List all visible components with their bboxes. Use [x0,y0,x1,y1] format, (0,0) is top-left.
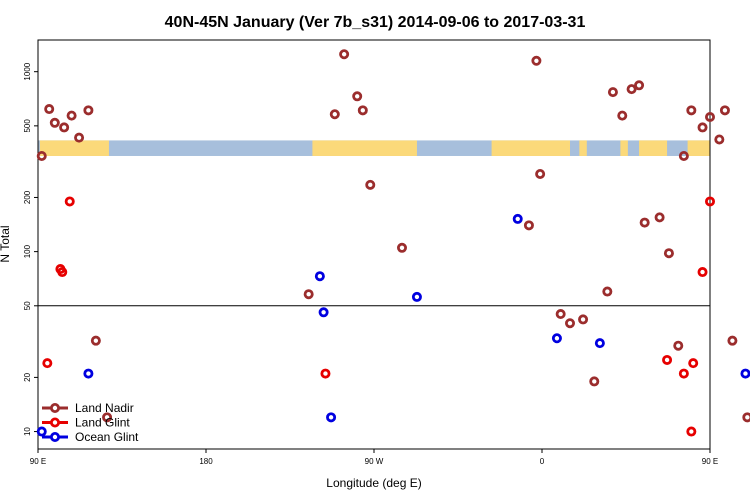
x-tick-label: 90 E [30,457,46,466]
point-land-nadir [617,110,628,121]
y-tick-label: 50 [23,301,32,310]
y-tick-label: 20 [23,372,32,381]
x-axis-ticks: 90 E 180 90 W 0 90 E [30,449,718,466]
point-ocean-glint [551,333,562,344]
point-ocean-glint [36,426,47,437]
point-land-nadir [678,150,689,161]
map-strip-land [620,140,628,156]
point-land-nadir [535,169,546,180]
legend-marker-land-glint [50,417,61,428]
point-land-nadir [607,87,618,98]
y-tick-label: 10 [23,427,32,436]
point-land-nadir [673,340,684,351]
point-land-nadir [565,318,576,329]
point-land-nadir [714,134,725,145]
point-land-glint [705,196,716,207]
point-land-glint [662,354,673,365]
point-land-nadir [396,242,407,253]
point-ocean-glint [740,368,750,379]
point-land-nadir [531,55,542,66]
map-strip-land [491,140,570,156]
y-axis-label: N Total [0,225,12,262]
y-tick-label: 100 [23,244,32,258]
x-tick-label: 180 [199,457,213,466]
legend-label-land-nadir: Land Nadir [75,401,134,415]
point-ocean-glint [314,271,325,282]
x-tick-label: 0 [540,457,545,466]
point-land-nadir [83,105,94,116]
point-land-nadir [59,122,70,133]
y-axis-ticks: 10 20 50 100 200 500 1000 [23,62,38,436]
x-tick-label: 90 E [702,457,718,466]
point-land-nadir [589,376,600,387]
map-strip [38,140,710,156]
plot-frame [37,39,711,450]
map-strip-land [579,140,587,156]
point-land-glint [320,368,331,379]
legend-marker-ocean-glint [50,431,61,442]
point-land-glint [678,368,689,379]
point-land-glint [64,196,75,207]
point-land-nadir [365,179,376,190]
point-ocean-glint [326,412,337,423]
point-land-nadir [697,122,708,133]
point-ocean-glint [512,213,523,224]
point-land-nadir [44,104,55,115]
point-land-glint [688,358,699,369]
map-strip-land [639,140,668,156]
y-tick-label: 200 [23,190,32,204]
point-land-nadir [555,309,566,320]
point-land-nadir [639,217,650,228]
point-land-nadir [634,80,645,91]
point-land-nadir [719,105,730,116]
point-land-nadir [303,289,314,300]
point-land-nadir [74,132,85,143]
point-land-nadir [705,111,716,122]
chart-title: 40N-45N January (Ver 7b_s31) 2014-09-06 … [165,14,586,31]
map-strip-land [39,140,109,156]
point-land-nadir [626,84,637,95]
y-tick-label: 500 [23,119,32,133]
point-land-nadir [352,91,363,102]
point-ocean-glint [411,291,422,302]
point-land-nadir [523,220,534,231]
x-tick-label: 90 W [365,457,384,466]
point-land-nadir [727,335,738,346]
point-land-nadir [578,314,589,325]
y-tick-label: 1000 [23,62,32,80]
legend-label-land-glint: Land Glint [75,416,130,430]
point-land-nadir [49,117,60,128]
point-ocean-glint [594,338,605,349]
point-land-nadir [742,412,750,423]
point-land-glint [57,267,68,278]
point-land-nadir [663,248,674,259]
point-land-nadir [36,150,47,161]
legend-marker-land-nadir [50,402,61,413]
point-land-nadir [102,412,113,423]
point-land-glint [697,267,708,278]
point-ocean-glint [83,368,94,379]
point-land-glint [42,358,53,369]
map-strip-land [687,140,710,156]
point-land-nadir [66,110,77,121]
point-land-nadir [602,286,613,297]
point-land-nadir [339,49,350,60]
point-ocean-glint [318,307,329,318]
x-axis-label: Longitude (deg E) [326,476,421,490]
legend-label-ocean-glint: Ocean Glint [75,430,139,444]
point-land-nadir [90,335,101,346]
point-land-nadir [686,105,697,116]
point-land-nadir [654,212,665,223]
map-strip-land [312,140,417,156]
data-points [36,49,750,437]
point-land-nadir [357,105,368,116]
point-land-nadir [329,109,340,120]
point-land-glint [686,426,697,437]
